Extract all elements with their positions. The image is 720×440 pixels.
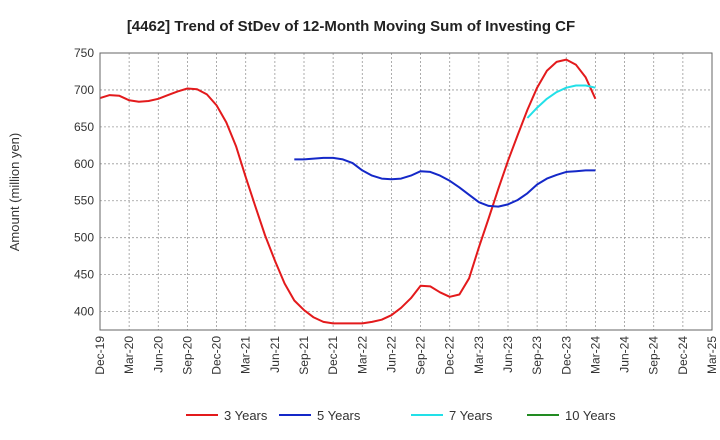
- x-tick-label: Jun-21: [268, 336, 282, 373]
- y-tick-label: 650: [74, 120, 94, 134]
- y-tick-label: 600: [74, 157, 94, 171]
- y-tick-labels: 400 450 500 550 600 650 700 750: [74, 46, 94, 319]
- legend-label: 5 Years: [317, 408, 361, 423]
- x-tick-label: Sep-21: [297, 336, 311, 375]
- legend: 3 Years 5 Years 7 Years 10 Years: [186, 408, 616, 423]
- legend-item: 10 Years: [527, 408, 616, 423]
- series-line-7-years: [526, 84, 596, 119]
- legend-item: 7 Years: [411, 408, 493, 423]
- x-tick-label: Mar-25: [705, 336, 719, 374]
- x-tick-label: Dec-22: [443, 336, 457, 375]
- x-tick-label: Jun-24: [618, 336, 632, 373]
- x-tick-label: Mar-23: [472, 336, 486, 374]
- x-tick-label: Dec-19: [93, 336, 107, 375]
- y-tick-label: 500: [74, 231, 94, 245]
- x-tick-label: Sep-24: [647, 336, 661, 375]
- legend-label: 10 Years: [565, 408, 616, 423]
- x-tick-label: Mar-22: [355, 336, 369, 374]
- y-tick-label: 450: [74, 268, 94, 282]
- series-lines: [99, 58, 597, 325]
- x-tick-label: Mar-20: [122, 336, 136, 374]
- y-tick-label: 750: [74, 46, 94, 60]
- x-tick-label: Mar-21: [239, 336, 253, 374]
- y-tick-label: 550: [74, 194, 94, 208]
- x-tick-label: Dec-24: [676, 336, 690, 375]
- x-tick-label: Jun-20: [151, 336, 165, 373]
- chart-title: [4462] Trend of StDev of 12-Month Moving…: [127, 18, 575, 35]
- x-tick-label: Jun-23: [501, 336, 515, 373]
- legend-item: 5 Years: [279, 408, 361, 423]
- x-tick-label: Dec-20: [210, 336, 224, 375]
- x-tick-label: Sep-22: [414, 336, 428, 375]
- x-tick-label: Dec-21: [326, 336, 340, 375]
- x-tick-label: Sep-20: [180, 336, 194, 375]
- legend-label: 7 Years: [449, 408, 493, 423]
- x-tick-label: Dec-23: [559, 336, 573, 375]
- series-line-5-years: [294, 156, 596, 208]
- gridlines: [100, 52, 712, 330]
- x-tick-labels: Dec-19 Mar-20 Jun-20 Sep-20 Dec-20 Mar-21 Jun-…: [93, 336, 719, 375]
- x-tick-label: Sep-23: [530, 336, 544, 375]
- series-line-3-years: [99, 58, 597, 325]
- y-axis-label: Amount (million yen): [7, 133, 22, 252]
- legend-item: 3 Years: [186, 408, 268, 423]
- y-tick-label: 700: [74, 83, 94, 97]
- plot-frame: [99, 52, 713, 331]
- y-tick-label: 400: [74, 305, 94, 319]
- x-tick-label: Mar-24: [588, 336, 602, 374]
- x-tick-label: Jun-22: [384, 336, 398, 373]
- legend-label: 3 Years: [224, 408, 268, 423]
